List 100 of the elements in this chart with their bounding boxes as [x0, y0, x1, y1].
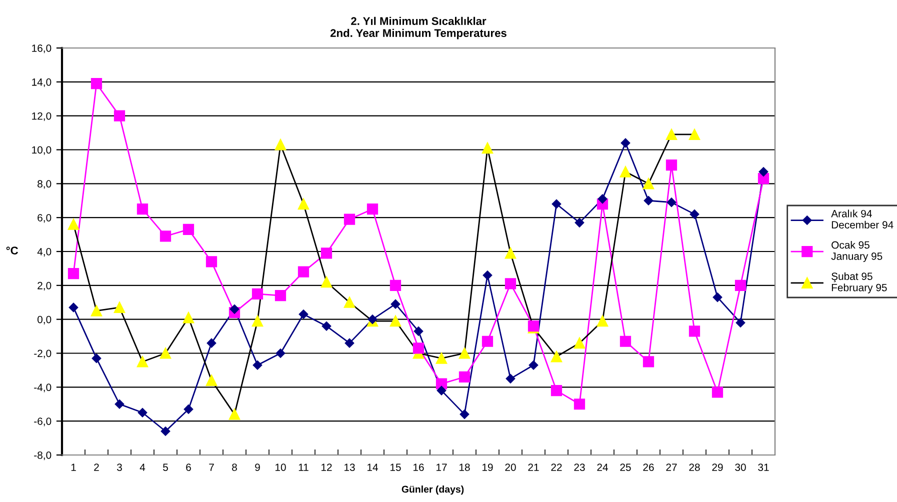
x-tick-label: 19	[482, 464, 493, 471]
point	[528, 360, 538, 370]
x-tick-label: 25	[620, 464, 631, 471]
point	[136, 356, 148, 368]
y-axis-title: °C	[6, 246, 18, 254]
x-tick-label: 26	[643, 464, 654, 471]
x-tick-label: 21	[528, 464, 539, 471]
y-tick-label: -8,0	[34, 452, 52, 460]
x-tick-label: 12	[322, 464, 332, 471]
point	[620, 166, 632, 178]
point	[344, 296, 356, 308]
x-tick-label: 22	[551, 464, 562, 471]
point	[436, 352, 448, 364]
y-tick-label: 12,0	[32, 112, 52, 121]
point	[206, 338, 216, 348]
point	[460, 410, 470, 419]
point	[344, 338, 354, 348]
point	[252, 360, 262, 370]
point	[688, 326, 700, 337]
point	[412, 342, 424, 354]
point	[642, 356, 654, 368]
x-tick-label: 3	[117, 464, 122, 471]
x-tick-label: 14	[368, 464, 378, 471]
x-tick-label: 30	[735, 464, 746, 471]
point	[160, 230, 172, 242]
point	[160, 348, 172, 359]
point	[114, 110, 126, 122]
point	[482, 142, 494, 154]
x-tick-label: 20	[505, 464, 516, 471]
y-tick-label: 14,0	[32, 78, 52, 88]
x-tick-label: 6	[186, 464, 191, 471]
point	[136, 204, 148, 215]
point	[458, 348, 470, 359]
point	[504, 248, 516, 259]
x-tick-label: 28	[689, 464, 700, 471]
point	[160, 426, 170, 436]
x-tick-label: 24	[597, 464, 608, 471]
point	[620, 336, 632, 347]
point	[390, 280, 402, 291]
point	[390, 315, 402, 327]
legend-label: Aralık 94 December 94	[831, 210, 894, 229]
point	[482, 270, 492, 280]
point	[68, 302, 78, 312]
point	[68, 268, 80, 280]
point	[458, 371, 470, 383]
point	[758, 167, 768, 176]
point	[90, 305, 102, 316]
point	[344, 214, 356, 225]
x-tick-label: 10	[276, 464, 286, 471]
x-tick-label: 4	[140, 464, 146, 471]
x-tick-label: 7	[209, 464, 214, 471]
point	[320, 248, 332, 259]
x-tick-label: 27	[666, 464, 677, 471]
point	[390, 299, 400, 309]
point	[688, 128, 700, 140]
x-tick-label: 2	[94, 464, 99, 471]
point	[252, 315, 264, 327]
point	[276, 348, 286, 358]
point	[368, 314, 378, 324]
x-tick-label: 16	[414, 464, 424, 471]
point	[734, 280, 746, 291]
point	[182, 224, 194, 236]
chart-title: 2. Yıl Minimum Sıcaklıklar 2nd. Year Minimum Temperatures	[330, 16, 506, 40]
x-tick-label: 11	[298, 464, 308, 471]
x-tick-label: 9	[255, 464, 260, 471]
point	[414, 326, 424, 336]
point	[298, 266, 310, 278]
point	[504, 278, 516, 290]
x-tick-label: 1	[71, 464, 76, 471]
point	[642, 178, 654, 190]
x-tick-label: 5	[163, 464, 168, 471]
point	[596, 315, 608, 327]
point	[90, 78, 102, 90]
point	[298, 198, 310, 210]
point	[138, 408, 148, 418]
point	[482, 336, 494, 347]
point	[252, 288, 264, 300]
y-tick-label: 8,0	[38, 180, 52, 189]
x-tick-label: 23	[574, 464, 585, 471]
point	[666, 159, 678, 171]
point	[666, 198, 676, 207]
legend-label: Ocak 95 January 95	[831, 241, 882, 262]
point	[182, 312, 194, 324]
legend-label: Şubat 95 February 95	[832, 272, 887, 294]
point	[550, 385, 562, 396]
point	[230, 304, 240, 314]
y-tick-label: 6,0	[38, 214, 52, 223]
point	[550, 351, 562, 362]
point	[320, 276, 332, 288]
point	[228, 408, 240, 420]
point	[184, 404, 194, 414]
point	[506, 374, 516, 384]
point	[114, 400, 124, 409]
point	[644, 196, 654, 206]
y-tick-label: -6,0	[34, 418, 52, 426]
point	[574, 398, 586, 410]
x-tick-label: 13	[344, 464, 355, 471]
x-tick-label: 31	[758, 464, 769, 471]
x-tick-label: 29	[712, 464, 723, 471]
x-axis-title: Günler (days)	[402, 486, 464, 495]
